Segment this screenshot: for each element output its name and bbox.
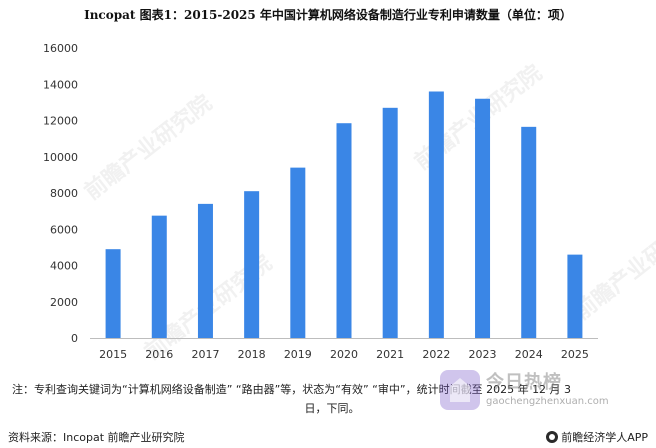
note-line-1: 注：专利查询关键词为“计算机网络设备制造” “路由器”等，状态为“有效” “审中… (12, 383, 572, 396)
bar (105, 249, 121, 338)
x-tick-label: 2019 (284, 348, 312, 361)
x-tick-label: 2018 (238, 348, 266, 361)
bar (567, 254, 583, 338)
y-tick-label: 8000 (50, 187, 78, 200)
x-tick-label: 2023 (469, 348, 497, 361)
bar (475, 98, 491, 338)
y-tick-label: 0 (71, 332, 78, 345)
x-tick-label: 2016 (145, 348, 173, 361)
y-tick-label: 4000 (50, 260, 78, 273)
y-tick-label: 2000 (50, 296, 78, 309)
y-tick-label: 12000 (43, 115, 78, 128)
brand-text: 前瞻经济学人APP (561, 431, 648, 444)
bar-chart: 0 2000 4000 6000 8000 10000 12000 14000 16000 201… (43, 42, 598, 361)
bar (382, 107, 398, 338)
brand-label: 前瞻经济学人APP (546, 429, 648, 445)
brand-logo-icon (546, 431, 559, 443)
bar (428, 91, 444, 338)
x-tick-label: 2021 (376, 348, 404, 361)
x-tick-label: 2020 (330, 348, 358, 361)
bar (521, 126, 537, 338)
y-tick-label: 16000 (43, 42, 78, 55)
y-tick-label: 6000 (50, 223, 78, 236)
x-tick-label: 2022 (422, 348, 450, 361)
x-tick-label: 2017 (191, 348, 219, 361)
y-tick-label: 10000 (43, 151, 78, 164)
chart-title: Incopat 图表1：2015-2025 年中国计算机网络设备制造行业专利申请… (84, 8, 572, 22)
bar (151, 215, 167, 338)
x-tick-label: 2024 (515, 348, 543, 361)
bar (336, 123, 352, 338)
bar (290, 167, 306, 338)
y-tick-label: 14000 (43, 78, 78, 91)
chart-note: 注：专利查询关键词为“计算机网络设备制造” “路由器”等，状态为“有效” “审中… (12, 380, 652, 418)
bar (197, 203, 213, 338)
x-tick-label: 2015 (99, 348, 127, 361)
source-label: 资料来源：Incopat 前瞻产业研究院 (8, 431, 185, 444)
x-tick-label: 2025 (561, 348, 589, 361)
note-line-2: 日，下同。 (304, 402, 360, 415)
bar (244, 191, 260, 338)
